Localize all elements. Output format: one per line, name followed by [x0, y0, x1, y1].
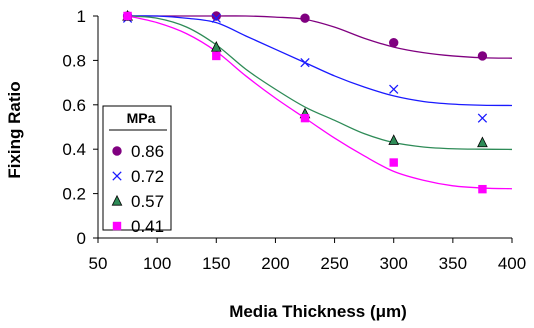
x-tick-label: 350: [439, 254, 467, 273]
data-markers: [122, 9, 488, 194]
data-point-0-72-stroke: [389, 84, 399, 94]
legend-marker-0-57: [111, 194, 123, 206]
x-tick-label: 50: [89, 254, 108, 273]
x-tick-label: 100: [143, 254, 171, 273]
legend-marker-0-72-stroke: [112, 171, 122, 181]
fit-line-0-72: [127, 15, 513, 107]
y-tick-label: 0.2: [62, 185, 86, 204]
legend-entry-0-41: 0.41: [131, 217, 164, 236]
legend-entry-0-57: 0.57: [131, 192, 164, 211]
data-point-0-41: [212, 51, 221, 61]
y-tick-label: 0.6: [62, 96, 86, 115]
legend-marker-0-86: [112, 146, 122, 156]
data-point-0-41: [389, 158, 398, 167]
y-tick-label: 0.4: [62, 140, 86, 159]
data-point-0-41: [478, 184, 487, 194]
x-tick-label: 400: [498, 254, 526, 273]
x-tick-label: 200: [261, 254, 289, 273]
data-point-0-41: [300, 113, 310, 123]
y-tick-label: 0: [77, 229, 86, 248]
fit-line-0-86: [127, 15, 513, 59]
data-point-0-72: [300, 57, 310, 68]
y-tick-label: 0.8: [62, 51, 86, 70]
data-point-0-41: [123, 11, 132, 21]
legend-entry-0-86: 0.86: [131, 142, 164, 161]
legend-title: MPa: [127, 110, 156, 126]
x-tick-label: 150: [202, 254, 230, 273]
data-point-0-72: [477, 113, 488, 123]
data-point-0-57: [477, 136, 488, 148]
legend-box: [102, 105, 172, 231]
legend-entry-0-72: 0.72: [131, 167, 164, 186]
legend-marker-0-41: [112, 221, 122, 231]
data-point-0-86: [389, 37, 399, 48]
data-point-0-72-stroke: [211, 13, 221, 23]
data-point-0-57: [210, 40, 222, 52]
data-point-0-72: [389, 84, 399, 94]
data-point-0-86: [211, 11, 221, 21]
y-tick-label: 1: [77, 7, 86, 26]
x-axis-title: Media Thickness (μm): [229, 302, 407, 321]
fit-lines: [127, 15, 513, 190]
fit-line-0-57: [127, 15, 513, 151]
y-axis-title: Fixing Ratio: [5, 81, 24, 178]
legend: MPa 0.86 0.72 0.57 0.41: [102, 105, 172, 236]
data-point-0-72: [211, 13, 221, 23]
data-point-0-72-stroke: [477, 113, 488, 123]
x-tick-label: 250: [320, 254, 348, 273]
data-point-0-86: [477, 51, 488, 61]
x-tick-label: 300: [380, 254, 408, 273]
data-point-0-72-stroke: [300, 57, 310, 68]
data-point-0-86: [300, 13, 310, 23]
data-point-0-57: [388, 134, 400, 145]
fit-line-0-41: [127, 15, 513, 190]
legend-marker-0-72: [112, 171, 122, 181]
